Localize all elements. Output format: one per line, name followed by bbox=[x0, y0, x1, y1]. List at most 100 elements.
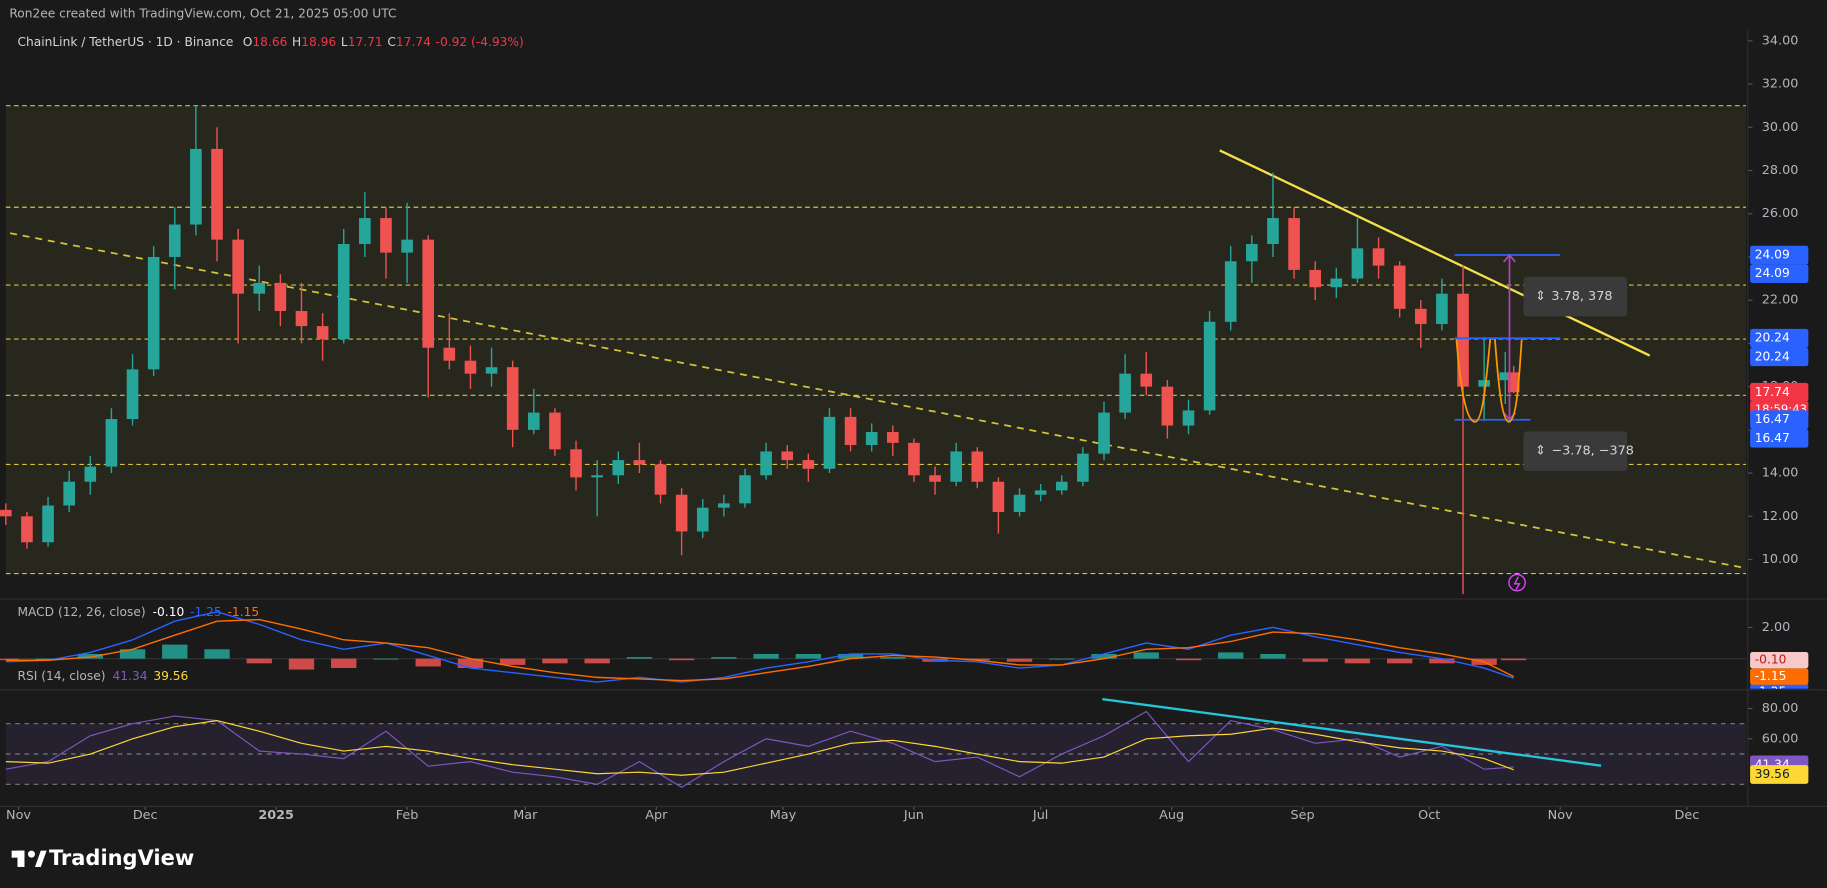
candle-body bbox=[527, 412, 540, 430]
symbol: ChainLink / TetherUS · 1D · Binance bbox=[17, 35, 233, 49]
candle-body bbox=[992, 481, 1005, 512]
histogram-bar bbox=[1091, 653, 1117, 659]
candle-body bbox=[1077, 453, 1089, 482]
measure-icon: ⇕ bbox=[1535, 444, 1546, 459]
y-tick-label: 22.00 bbox=[1762, 293, 1799, 308]
pane bbox=[5, 697, 1747, 789]
candle-body bbox=[1013, 494, 1026, 512]
candle-body bbox=[1499, 372, 1512, 381]
y-tick-label: 34.00 bbox=[1762, 33, 1799, 48]
macd-signal-value: -1.15 bbox=[228, 604, 260, 618]
indicator-line bbox=[5, 710, 1514, 789]
y-tick-label: 80.00 bbox=[1762, 701, 1799, 716]
histogram-bar bbox=[1344, 658, 1371, 664]
histogram-bar bbox=[1049, 658, 1075, 660]
macd-value: -1.25 bbox=[190, 604, 222, 618]
rsi-ma-value: 39.56 bbox=[153, 668, 188, 682]
candle-body bbox=[908, 442, 920, 476]
measure-box bbox=[1523, 276, 1628, 317]
candle-body bbox=[1330, 278, 1343, 288]
candle-body bbox=[823, 416, 836, 469]
histogram-bar bbox=[1175, 658, 1202, 661]
histogram-bar bbox=[1133, 652, 1159, 659]
histogram-bar bbox=[753, 653, 779, 659]
candle-body bbox=[1436, 293, 1448, 324]
histogram-bar bbox=[35, 658, 61, 660]
candle-body bbox=[359, 218, 371, 244]
macd-title: MACD (12, 26, close) bbox=[17, 604, 145, 618]
candle-body bbox=[42, 505, 54, 543]
pane bbox=[0, 105, 1747, 595]
price-badge-label: 16.47 bbox=[1755, 431, 1790, 445]
price-badge bbox=[1750, 347, 1809, 367]
price-badge bbox=[1750, 765, 1809, 784]
ohlc-label: H bbox=[292, 35, 301, 49]
candle-body bbox=[865, 432, 878, 445]
logo-mark bbox=[27, 850, 35, 858]
candle-body bbox=[1161, 386, 1174, 426]
measure-icon: ⇕ bbox=[1535, 289, 1546, 304]
x-tick-label: Apr bbox=[645, 808, 668, 823]
indicator-line bbox=[5, 611, 1514, 683]
histogram-bar bbox=[795, 653, 822, 659]
measure-box bbox=[1523, 431, 1628, 471]
price-badge-label: -1.15 bbox=[1755, 669, 1787, 683]
histogram-bar bbox=[542, 658, 568, 664]
histogram-bar bbox=[415, 658, 441, 667]
candle-body bbox=[84, 466, 97, 482]
candle-body bbox=[549, 412, 561, 450]
candle-body bbox=[422, 239, 435, 348]
candle-body bbox=[781, 451, 794, 461]
pattern-curve bbox=[1455, 339, 1492, 423]
candle-body bbox=[464, 360, 477, 374]
candle-body bbox=[337, 243, 350, 340]
histogram-bar bbox=[1429, 658, 1455, 664]
candle-body bbox=[253, 282, 266, 294]
price-badge bbox=[1750, 652, 1809, 669]
candle-body bbox=[63, 481, 75, 506]
measure-label: 3.78, 378 bbox=[1551, 289, 1612, 304]
candle-body bbox=[1288, 218, 1300, 270]
histogram-bar bbox=[837, 653, 864, 659]
y-tick-label: 10.00 bbox=[1762, 552, 1799, 567]
candle-body bbox=[654, 464, 667, 495]
price-badge bbox=[1750, 264, 1809, 283]
histogram-bar bbox=[500, 658, 526, 665]
candle-body bbox=[1034, 490, 1047, 495]
histogram-bar bbox=[711, 657, 737, 659]
histogram-bar bbox=[0, 658, 19, 661]
histogram-bar bbox=[77, 653, 103, 659]
histogram-bar bbox=[880, 657, 906, 659]
ohlc-label: C bbox=[387, 35, 396, 49]
event-icon[interactable] bbox=[1508, 573, 1526, 592]
candle-body bbox=[126, 369, 139, 420]
y-tick-label: 32.00 bbox=[1762, 77, 1799, 92]
candle-body bbox=[1393, 265, 1406, 309]
candle-body bbox=[168, 224, 181, 257]
candle-body bbox=[105, 419, 118, 467]
indicator-line bbox=[5, 618, 1514, 682]
macd-legend: MACD (12, 26, close) -0.10 -1.25 -1.15 bbox=[17, 604, 259, 618]
candle-body bbox=[760, 451, 772, 476]
histogram-bar bbox=[373, 658, 399, 660]
x-tick-label: Feb bbox=[396, 808, 419, 823]
candle-body bbox=[1098, 412, 1110, 454]
price-badge bbox=[1750, 382, 1809, 402]
candle-body bbox=[1507, 372, 1520, 393]
candle-body bbox=[1182, 410, 1195, 426]
candle-body bbox=[739, 475, 751, 504]
histogram-bar bbox=[1501, 658, 1527, 661]
logo-mark bbox=[34, 850, 47, 867]
candle-body bbox=[1224, 261, 1237, 322]
candle-body bbox=[1457, 293, 1469, 387]
x-tick-label: Jun bbox=[903, 808, 924, 823]
pattern-curve bbox=[1494, 339, 1523, 423]
measure-arrowhead bbox=[1502, 253, 1516, 263]
trend-line bbox=[1102, 697, 1602, 767]
price-badge bbox=[1750, 245, 1809, 265]
candle-body bbox=[1119, 373, 1131, 413]
candle-body bbox=[1372, 248, 1385, 266]
candle-body bbox=[844, 416, 857, 445]
